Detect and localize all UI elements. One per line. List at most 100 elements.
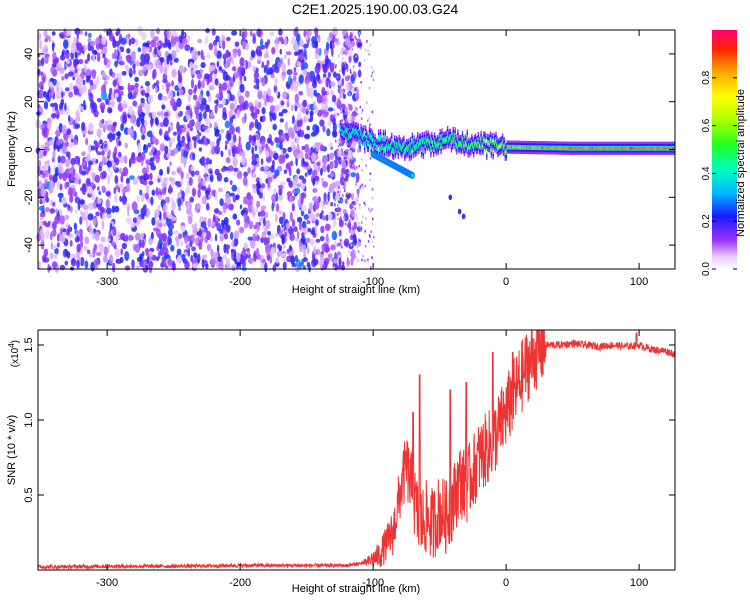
spectrogram-cell: [201, 185, 207, 191]
spectrogram-cell: [306, 125, 310, 131]
spectrogram-cell: [75, 250, 80, 259]
track-peak: [511, 146, 513, 149]
spectrogram-cell: [194, 237, 199, 246]
spectrogram-cell: [297, 230, 300, 239]
spectrogram-cell: [347, 223, 350, 226]
track-peak: [670, 147, 672, 150]
spectrogram-cell: [108, 108, 112, 114]
spectrogram-cell: [325, 54, 329, 65]
track-peak: [379, 136, 382, 140]
spectrogram-cell: [329, 90, 334, 95]
spectrogram-cell: [167, 89, 174, 100]
spectrogram-cell: [269, 234, 275, 240]
spectrogram-cell: [264, 262, 268, 273]
spectrogram-cell: [263, 217, 266, 227]
spectrogram-cell: [158, 195, 163, 201]
spectrogram-cell: [170, 244, 175, 252]
snr-x-axis: -300 -200 -100 0 100: [96, 330, 648, 589]
spectrogram-cell: [84, 236, 90, 245]
spectrogram-cell: [229, 122, 233, 128]
spectrogram-cell: [225, 258, 230, 268]
spectrogram-cell: [41, 124, 46, 129]
track-peak: [664, 147, 667, 150]
spectrogram-cell: [204, 171, 207, 182]
spectrogram-cell: [142, 261, 147, 271]
spectrogram-cell: [159, 57, 165, 63]
track-peak: [487, 141, 489, 144]
spectrogram-cell: [51, 113, 57, 119]
spectrogram-cell: [236, 219, 241, 226]
spectrogram-cell: [369, 235, 371, 239]
track-peak: [623, 147, 626, 150]
spectrogram-cell: [68, 168, 73, 174]
spectrogram-cell: [132, 178, 138, 185]
spectrogram-cell: [275, 192, 278, 203]
spectrogram-cell: [132, 100, 138, 107]
spectrogram-cell: [134, 232, 141, 241]
spectrogram-cell: [318, 196, 321, 203]
spectrogram-cell: [360, 117, 363, 120]
track-peak: [635, 147, 637, 150]
spectrogram-cell: [185, 114, 191, 121]
spectrogram-cell: [340, 151, 342, 154]
track-peak: [561, 147, 563, 149]
spectrogram-cell: [74, 123, 81, 129]
spectrogram-cell: [185, 187, 191, 195]
figure-title: C2E1.2025.190.00.03.G24: [292, 1, 459, 17]
spectrogram-cell: [261, 258, 267, 264]
spectrogram-cell: [101, 155, 106, 165]
track-peak: [566, 147, 568, 150]
spectrogram-cell: [340, 103, 346, 109]
spectrogram-cell: [90, 69, 97, 77]
spectrogram-cell: [255, 247, 260, 257]
spectrogram-cell: [103, 57, 108, 66]
spectrogram-cell: [145, 247, 149, 257]
spectrogram-cell: [214, 78, 219, 86]
spectrogram-cell: [361, 258, 363, 262]
track-peak: [399, 144, 401, 148]
spectrogram-cell: [174, 236, 179, 242]
spectrogram-cell: [362, 255, 364, 258]
spectrogram-cell: [223, 233, 229, 240]
spectrogram-cell: [280, 133, 287, 142]
spectrogram-cell: [313, 169, 318, 178]
spectrogram-cell: [183, 150, 189, 158]
spectrogram-cell: [303, 249, 307, 259]
spectrogram-cell: [359, 185, 362, 188]
spectrogram-cell: [281, 237, 285, 245]
spectrogram-cell: [216, 244, 220, 253]
spectrogram-cell: [371, 223, 373, 226]
spectrogram-cell: [150, 231, 154, 240]
spectrogram-cell: [198, 147, 202, 152]
track-peak: [500, 143, 503, 147]
spectrogram-cell: [356, 113, 359, 116]
spectrogram-cell: [212, 214, 216, 223]
spectrogram-cell: [314, 175, 320, 182]
spectrogram-cell: [79, 199, 85, 205]
spectrogram-cell: [144, 80, 151, 87]
spectrogram-cell: [349, 227, 352, 230]
spectrogram-cell: [141, 213, 145, 220]
spectrogram-cell: [320, 78, 325, 83]
spectrogram-cell: [335, 139, 337, 143]
spectrogram-cell: [128, 38, 132, 46]
spectrogram-cell: [293, 51, 299, 57]
spectrogram-cell: [110, 100, 115, 107]
spectrogram-cell: [114, 60, 118, 68]
spectrogram-cell: [244, 112, 247, 123]
spectrogram-cell: [371, 188, 374, 191]
spectrogram-cell: [232, 49, 237, 58]
spectrogram-cell: [51, 87, 55, 96]
spectrogram-cell: [166, 166, 170, 175]
track-peak: [514, 146, 517, 149]
spectrogram-cell: [50, 85, 56, 90]
spectrogram-cell: [246, 192, 252, 201]
spectrogram-cell: [308, 202, 313, 212]
spectrogram-cell: [44, 127, 48, 137]
spectrogram-cell: [371, 110, 374, 114]
spectrogram-cell: [180, 190, 185, 199]
spectrogram-cell: [161, 217, 165, 224]
spectrogram-cell: [124, 265, 131, 271]
spectrogram-cell: [244, 30, 248, 38]
spectrogram-cell: [146, 130, 153, 138]
